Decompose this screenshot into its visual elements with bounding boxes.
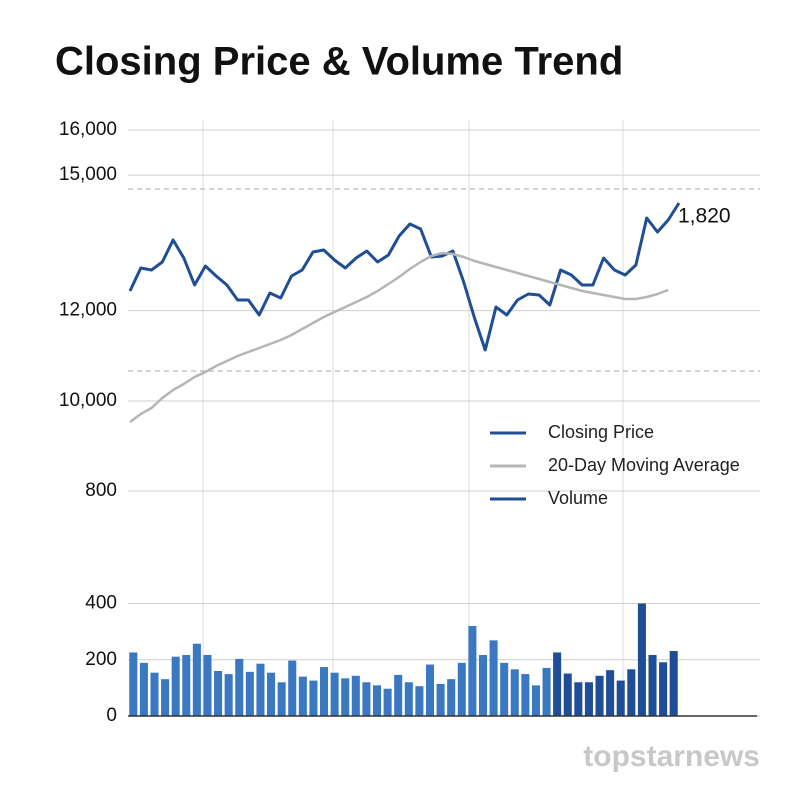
bar — [351, 675, 360, 716]
bar — [574, 682, 583, 716]
bar — [584, 682, 593, 716]
bar — [553, 652, 562, 716]
y-tick-label: 200 — [85, 649, 117, 670]
bar — [436, 683, 445, 716]
bar — [447, 679, 456, 716]
bar — [457, 662, 466, 716]
bar — [245, 671, 254, 716]
bar — [203, 654, 212, 716]
bar — [478, 654, 487, 716]
bar — [362, 682, 371, 716]
bar — [542, 667, 551, 716]
bar — [394, 674, 403, 716]
bar — [214, 671, 223, 716]
bar — [161, 679, 170, 716]
legend-label: Volume — [548, 488, 608, 508]
bar — [616, 680, 625, 716]
bar — [637, 603, 646, 716]
bar — [627, 669, 636, 716]
legend-label: 20-Day Moving Average — [548, 455, 740, 475]
line-series — [128, 202, 681, 352]
line-series — [129, 251, 669, 424]
bar — [372, 685, 382, 716]
chart-title: Closing Price & Volume Trend — [55, 40, 623, 84]
bar — [288, 660, 297, 716]
bar — [606, 670, 615, 716]
bar — [267, 672, 276, 716]
bar — [659, 662, 668, 716]
bar — [298, 676, 307, 716]
bar — [150, 672, 159, 716]
y-tick-label: 0 — [106, 705, 117, 726]
bar — [510, 669, 519, 716]
bar — [256, 663, 265, 716]
y-tick-label: 800 — [85, 480, 117, 501]
bar — [235, 658, 244, 716]
y-tick-label: 15,000 — [59, 164, 117, 185]
bar — [341, 678, 350, 716]
bar — [521, 674, 530, 716]
bar — [171, 656, 180, 716]
watermark: topstarnews — [583, 740, 760, 773]
bar — [669, 651, 678, 716]
bar — [182, 654, 191, 716]
bar — [500, 662, 509, 716]
bar — [224, 674, 233, 716]
y-tick-label: 16,000 — [59, 119, 117, 140]
bar — [468, 626, 477, 716]
y-tick-label: 400 — [85, 593, 117, 614]
bar — [139, 662, 148, 716]
bar — [330, 672, 339, 716]
bar — [192, 643, 201, 716]
legend-label: Closing Price — [548, 422, 654, 442]
bar — [595, 675, 604, 716]
vertical-grid — [202, 120, 624, 716]
bar — [563, 673, 572, 716]
bar — [425, 664, 435, 716]
bar — [383, 688, 392, 716]
bar — [129, 652, 138, 716]
y-tick-label: 12,000 — [59, 300, 117, 321]
y-tick-label: 10,000 — [59, 390, 117, 411]
bar — [277, 682, 286, 716]
bar — [648, 654, 657, 716]
bar — [309, 680, 318, 716]
bar — [489, 640, 498, 716]
bar — [404, 682, 413, 716]
bar — [415, 686, 424, 716]
bar — [531, 685, 540, 716]
bar — [320, 667, 329, 716]
annotation: 1,820 — [678, 205, 731, 228]
